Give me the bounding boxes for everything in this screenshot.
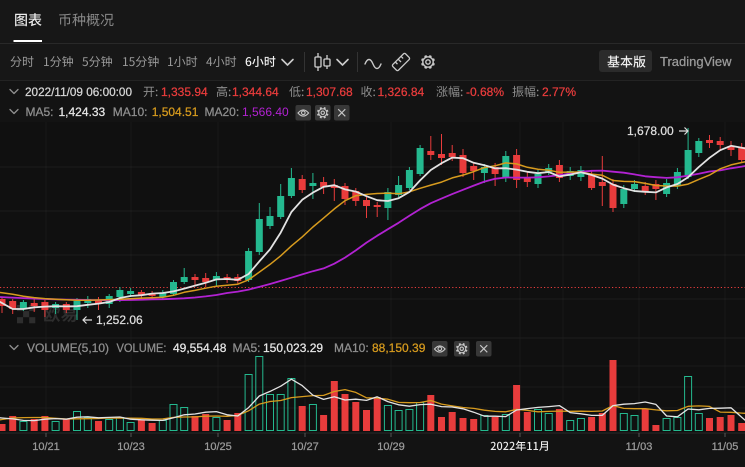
svg-text:1,566.40: 1,566.40 bbox=[242, 105, 289, 119]
svg-text:VOLUME(5,10): VOLUME(5,10) bbox=[27, 341, 109, 355]
svg-text:10/27: 10/27 bbox=[291, 441, 319, 453]
svg-text:49,554.48: 49,554.48 bbox=[173, 341, 227, 355]
svg-text:1,424.33: 1,424.33 bbox=[59, 105, 106, 119]
svg-text:88,150.39: 88,150.39 bbox=[372, 341, 426, 355]
svg-text:2022/11/09 06:00:00: 2022/11/09 06:00:00 bbox=[25, 85, 132, 99]
svg-text:MA10:: MA10: bbox=[113, 105, 148, 119]
svg-text:TradingView: TradingView bbox=[660, 54, 732, 69]
svg-text:MA5:: MA5: bbox=[233, 341, 261, 355]
svg-text:1,252.06: 1,252.06 bbox=[96, 313, 143, 327]
svg-text:10/29: 10/29 bbox=[377, 441, 405, 453]
svg-text:11/03: 11/03 bbox=[626, 441, 653, 453]
svg-text:10/21: 10/21 bbox=[32, 441, 60, 453]
svg-text:MA10:: MA10: bbox=[334, 341, 369, 355]
svg-text:MA20:: MA20: bbox=[205, 105, 240, 119]
svg-text:1,326.84: 1,326.84 bbox=[378, 85, 425, 99]
svg-text:10/23: 10/23 bbox=[117, 441, 145, 453]
svg-text:1,307.68: 1,307.68 bbox=[306, 85, 353, 99]
svg-text:150,023.29: 150,023.29 bbox=[263, 341, 323, 355]
svg-text:VOLUME:: VOLUME: bbox=[117, 341, 167, 355]
svg-text:11/05: 11/05 bbox=[712, 441, 739, 453]
svg-text:10/25: 10/25 bbox=[204, 441, 232, 453]
svg-text:-0.68%: -0.68% bbox=[466, 85, 504, 99]
svg-text:1,335.94: 1,335.94 bbox=[161, 85, 208, 99]
svg-text:2.77%: 2.77% bbox=[542, 85, 576, 99]
svg-text:1,504.51: 1,504.51 bbox=[152, 105, 199, 119]
svg-text:1,344.64: 1,344.64 bbox=[232, 85, 279, 99]
svg-text:1,678.00: 1,678.00 bbox=[627, 124, 674, 138]
svg-text:MA5:: MA5: bbox=[26, 105, 54, 119]
